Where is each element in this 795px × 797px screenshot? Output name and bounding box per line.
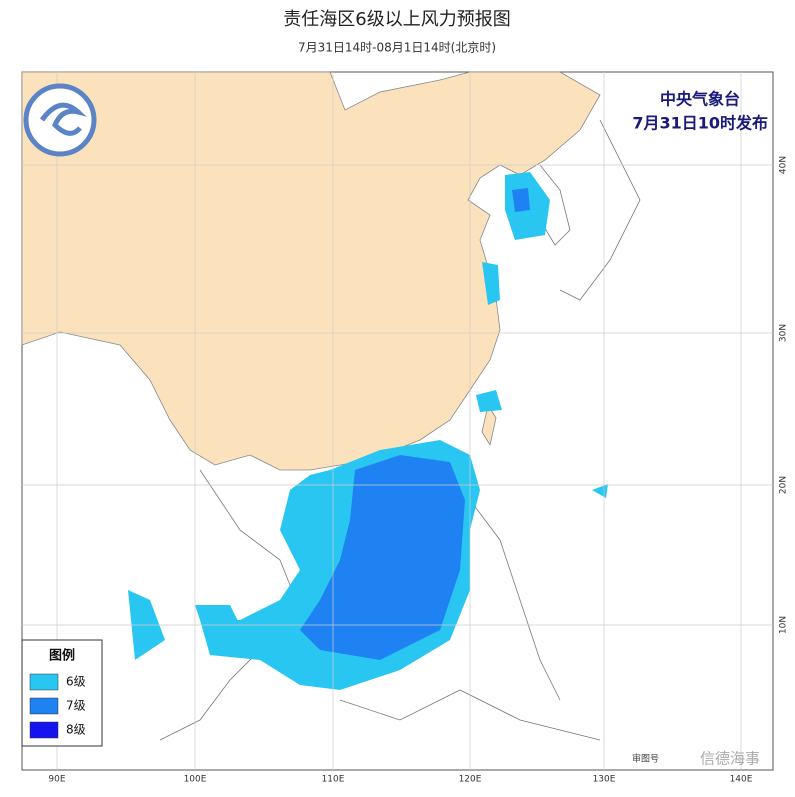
latitude-label: 10N [779,616,789,634]
map: 90E 100E 110E 120E 130E 140E 40N 30N 20N 10N 中央气象… [21,71,789,785]
longitude-label: 100E [184,775,207,785]
longitude-label: 110E [322,775,345,785]
watermark: 信德海事 [700,750,760,768]
legend-swatch [29,673,59,691]
title: 责任海区6级以上风力预报图 [283,9,510,30]
latitude-label: 40N [779,156,789,174]
legend: 图例 6级 7级 8级 [21,639,103,747]
legend-title: 图例 [49,648,75,664]
graticule: 90E 100E 110E 120E 130E 140E 40N 30N 20N 10N [22,72,789,785]
agency: 中央气象台 [660,90,740,109]
legend-swatch [29,721,59,739]
longitude-label: 120E [459,775,482,785]
legend-label: 8级 [66,723,86,737]
longitude-label: 140E [730,775,753,785]
wind-7 [300,188,530,660]
longitude-label: 130E [593,775,616,785]
longitude-label: 90E [48,775,65,785]
issue-time: 7月31日10时发布 [632,114,768,133]
legend-label: 6级 [66,675,86,689]
latitude-label: 20N [779,476,789,494]
subtitle: 7月31日14时-08月1日14时(北京时) [298,41,496,55]
taiwan [481,403,497,447]
logo-mark [39,102,87,136]
review-number: 审图号 [632,753,659,765]
wind-6 [128,172,608,690]
legend-label: 7级 [66,699,86,713]
legend-swatch [29,697,59,715]
latitude-label: 30N [779,324,789,342]
china-land [21,71,601,471]
